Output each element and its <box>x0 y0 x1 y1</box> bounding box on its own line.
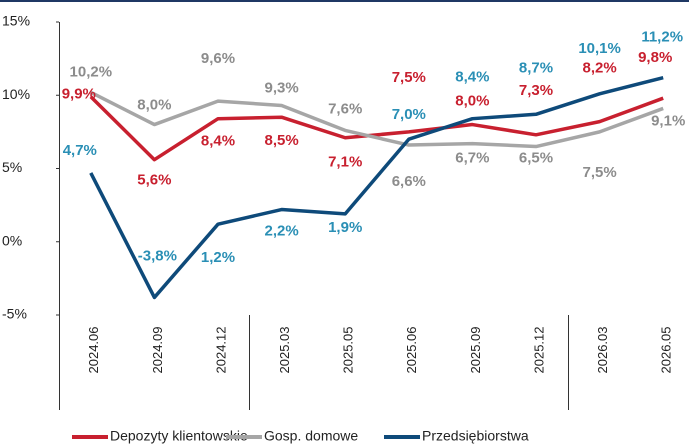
y-tick-label: 0% <box>2 232 22 248</box>
value-label: 11,2% <box>641 29 683 46</box>
value-label: 9,9% <box>62 86 96 103</box>
value-label: 8,0% <box>137 97 171 114</box>
series-line <box>90 90 664 149</box>
x-tick-label: 2024.09 <box>150 327 165 374</box>
value-label: 8,4% <box>455 69 489 86</box>
value-label: 1,9% <box>328 219 362 236</box>
legend-label: Depozyty klientowskie <box>110 428 248 444</box>
value-label: 8,2% <box>582 60 616 77</box>
y-tick-label: 15% <box>2 13 30 29</box>
x-tick-label: 2024.06 <box>86 327 101 374</box>
value-label: -3,8% <box>138 247 177 264</box>
x-tick-label: 2025.05 <box>341 327 356 374</box>
value-label: 6,7% <box>455 150 489 167</box>
value-label: 7,3% <box>519 82 553 99</box>
value-label: 7,5% <box>582 164 616 181</box>
legend-label: Gosp. domowe <box>264 428 358 444</box>
value-label: 7,6% <box>328 100 362 117</box>
value-label: 9,3% <box>264 79 298 96</box>
x-tick-label: 2026.03 <box>595 327 610 374</box>
value-label: 4,7% <box>63 142 97 159</box>
value-label: 10,2% <box>70 63 113 80</box>
value-label: 7,5% <box>392 69 426 86</box>
value-label: 7,0% <box>392 106 426 123</box>
value-label: 10,1% <box>578 40 621 57</box>
x-tick-label: 2024.12 <box>213 327 228 374</box>
value-label: 9,1% <box>651 112 685 129</box>
series-line <box>89 75 664 300</box>
legend-label: Przedsiębiorstwa <box>422 428 529 444</box>
x-tick-label: 2025.09 <box>468 327 483 374</box>
value-label: 2,2% <box>264 222 298 239</box>
y-tick-label: 5% <box>2 159 22 175</box>
x-tick-label: 2025.06 <box>404 327 419 374</box>
x-tick-label: 2025.03 <box>277 327 292 374</box>
top-rule <box>0 0 689 2</box>
y-tick-label: 10% <box>2 86 30 102</box>
value-label: 9,8% <box>638 49 672 66</box>
value-label: 8,5% <box>264 132 298 149</box>
value-label: 5,6% <box>137 172 171 189</box>
value-label: 6,6% <box>392 173 426 190</box>
value-label: 7,1% <box>328 154 362 171</box>
y-tick-label: -5% <box>2 306 27 322</box>
value-label: 6,5% <box>519 149 553 166</box>
x-tick-label: 2025.12 <box>531 327 546 374</box>
value-label: 8,7% <box>519 59 553 76</box>
value-label: 8,0% <box>455 93 489 110</box>
x-tick-label: 2026.05 <box>659 327 674 374</box>
series-line <box>89 95 664 162</box>
value-label: 9,6% <box>201 50 235 67</box>
value-label: 1,2% <box>201 249 235 266</box>
value-label: 8,4% <box>201 133 235 150</box>
